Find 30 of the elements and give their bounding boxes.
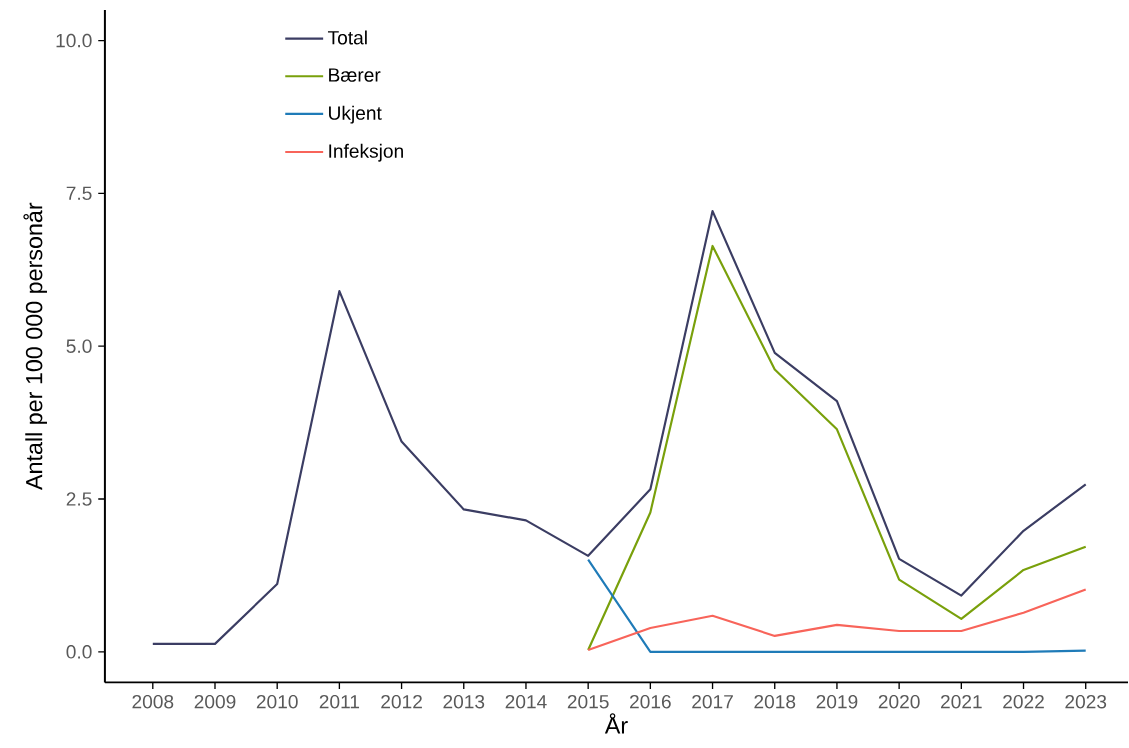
legend-label: Infeksjon	[329, 143, 403, 162]
legend-label: Ukjent	[329, 105, 382, 124]
x-tick-label: 2018	[754, 694, 796, 709]
x-tick-label: 2020	[878, 694, 920, 709]
x-tick-label: 2015	[567, 694, 609, 709]
y-tick-label: 0.0	[66, 644, 92, 659]
y-tick-label: 5.0	[66, 339, 92, 353]
legend-label: Total	[327, 30, 367, 45]
line-series	[587, 244, 1087, 651]
x-tick-label: 2017	[692, 694, 733, 709]
y-tick-label: 10.0	[56, 33, 92, 48]
line-series	[151, 209, 1087, 645]
y-tick-label: 7.5	[66, 186, 92, 200]
x-tick-label: 2013	[443, 694, 485, 709]
x-tick-label: 2014	[505, 694, 547, 709]
x-tick-label: 2019	[816, 694, 858, 709]
legend-label: Bærer	[329, 68, 381, 82]
x-tick-label: 2011	[319, 694, 360, 709]
x-tick-label: 2022	[1003, 694, 1044, 709]
x-tick-label: 2023	[1065, 694, 1107, 709]
x-axis-title: År	[604, 713, 628, 734]
x-tick-label: 2012	[381, 694, 422, 709]
y-axis-title: Antall per 100 000 personår	[23, 202, 47, 490]
x-tick-label: 2009	[194, 694, 236, 709]
x-tick-label: 2010	[256, 694, 298, 709]
x-tick-label: 2016	[630, 694, 671, 709]
y-tick-label: 2.5	[66, 492, 92, 506]
x-tick-label: 2008	[132, 694, 174, 709]
x-tick-label: 2021	[940, 694, 982, 709]
line-series	[587, 588, 1087, 651]
